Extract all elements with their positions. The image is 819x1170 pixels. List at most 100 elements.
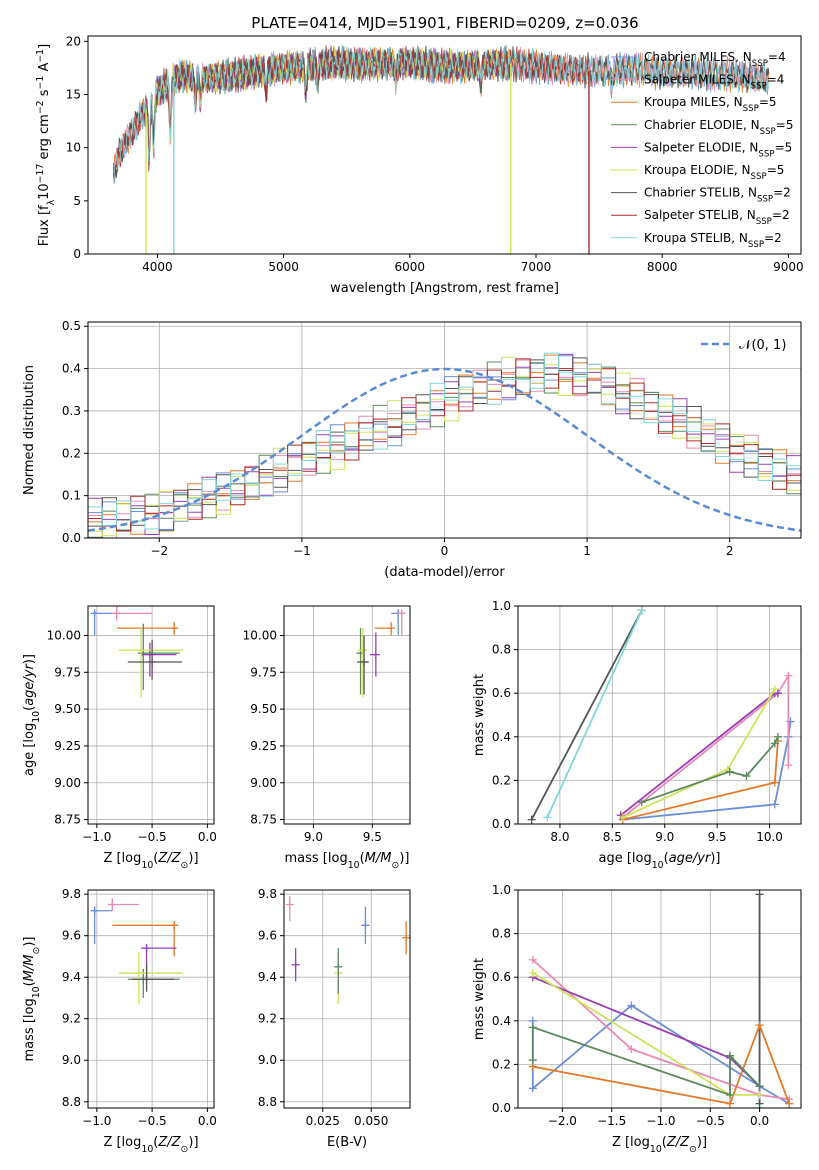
data-point (134, 969, 143, 978)
y-tick-label: 9.50 (250, 702, 277, 716)
plot-area (88, 352, 801, 538)
x-tick-label: −0.5 (138, 1114, 167, 1128)
weight-marker (785, 1099, 794, 1108)
weight-marker (726, 1099, 735, 1108)
y-tick-label: 9.6 (62, 929, 81, 943)
legend-label: Chabrier MILES, NSSP=4 (644, 50, 786, 69)
y-tick-label: 0.6 (492, 686, 511, 700)
y-tick-label: 9.4 (258, 970, 277, 984)
x-tick-label: −1.0 (82, 830, 111, 844)
y-axis-label: Normed distribution (22, 365, 37, 495)
weight-line (546, 610, 643, 818)
y-axis-label: mass weight (472, 674, 487, 756)
weight-line (531, 1026, 761, 1097)
y-tick-label: 0.0 (492, 1101, 511, 1115)
data-point (142, 944, 151, 953)
plot-area (356, 609, 406, 698)
figure-title: PLATE=0414, MJD=51901, FIBERID=0209, z=0… (251, 14, 638, 32)
weight-marker (528, 968, 537, 977)
x-axis-label: wavelength [Angstrom, rest frame] (330, 281, 559, 296)
y-tick-label: 9.50 (54, 702, 81, 716)
plot-area (285, 896, 410, 1005)
weight-marker (627, 1045, 636, 1054)
y-tick-label: 5 (73, 194, 81, 208)
axes-frame (517, 889, 802, 1109)
legend-label: Kroupa ELODIE, NSSP=5 (644, 163, 784, 182)
y-tick-label: 0.6 (492, 970, 511, 984)
data-point (142, 975, 151, 984)
x-axis-label: mass [log10(M/M⊙)] (285, 851, 410, 871)
y-axis-label: mass [log10(M/M⊙)] (22, 937, 42, 1062)
y-tick-label: 0.4 (492, 730, 511, 744)
y-tick-label: 0.4 (62, 362, 81, 376)
legend-label: Chabrier STELIB, NSSP=2 (644, 186, 791, 205)
y-tick-label: 15 (66, 87, 81, 101)
legend-label: Salpeter STELIB, NSSP=2 (644, 208, 790, 227)
data-point (137, 646, 146, 655)
mass-vs-extinction-panel: 0.025 0.050 8.8 9.0 9.2 9.4 9.6 9.8 E(B-V) (258, 887, 411, 1150)
y-tick-label: 0.1 (62, 489, 81, 503)
x-tick-label: 10.0 (756, 830, 783, 844)
x-tick-label: 2 (726, 544, 734, 558)
y-tick-label: 1.0 (492, 599, 511, 613)
y-tick-label: 0 (73, 247, 81, 261)
y-axis-label: mass weight (472, 958, 487, 1040)
weight-marker (637, 606, 646, 615)
x-axis-label: age [log10(age/yr)] (598, 851, 720, 871)
plot-area (90, 898, 184, 1005)
weight-marker (770, 739, 779, 748)
data-point (291, 960, 300, 969)
spectrum-line (112, 44, 770, 184)
weight-marker (755, 1021, 764, 1030)
weight-marker (725, 767, 734, 776)
y-tick-label: 0.0 (62, 531, 81, 545)
y-tick-label: 9.75 (54, 665, 81, 679)
y-tick-label: 8.75 (54, 813, 81, 827)
y-tick-label: 1.0 (492, 883, 511, 897)
weight-marker (742, 772, 751, 781)
age-vs-mass-panel: 9.0 9.5 8.75 9.00 9.25 9.50 9.75 10.00 mass [log… (243, 605, 411, 871)
y-axis-label: Flux [fλ10−17 erg cm−2 s−1 A−1] (35, 44, 57, 246)
data-point (90, 906, 99, 915)
weight-marker (755, 1090, 764, 1099)
weight-marker (726, 1051, 735, 1060)
x-tick-label: 4000 (142, 260, 173, 274)
axes-frame (283, 889, 411, 1109)
x-tick-label: 8.0 (550, 830, 569, 844)
x-tick-label: 9.0 (304, 830, 323, 844)
residual-histogram (88, 352, 801, 538)
spectrum-panel: Chabrier MILES, NSSP=4 Salpeter MILES, NS… (35, 34, 804, 296)
data-point (112, 609, 121, 618)
y-tick-label: 9.8 (62, 887, 81, 901)
mass-weight-vs-age-panel: 8.0 8.5 9.0 9.5 10.0 0.0 0.2 0.4 0.6 0.8 1.0 age [l… (472, 599, 802, 871)
legend-label: Chabrier ELODIE, NSSP=5 (644, 118, 793, 137)
weight-marker (784, 671, 793, 680)
y-tick-label: 0.3 (62, 404, 81, 418)
y-tick-label: 0.8 (492, 643, 511, 657)
y-tick-label: 8.8 (258, 1095, 277, 1109)
data-point (371, 650, 380, 659)
weight-marker (543, 813, 552, 822)
x-tick-label: −1.0 (82, 1114, 111, 1128)
residual-histogram (88, 358, 801, 538)
x-tick-label: 0.0 (198, 830, 217, 844)
x-tick-label: 7000 (521, 260, 552, 274)
data-point (285, 900, 294, 909)
weight-line (622, 672, 790, 819)
x-tick-label: −1.5 (597, 1114, 626, 1128)
data-point (108, 900, 117, 909)
y-tick-label: 9.25 (250, 739, 277, 753)
x-tick-label: 9.5 (363, 830, 382, 844)
data-point (358, 646, 367, 655)
data-point (360, 657, 369, 666)
x-axis-label: (data-model)/error (384, 565, 505, 580)
x-tick-label: 6000 (395, 260, 426, 274)
y-tick-label: 9.0 (62, 1053, 81, 1067)
data-point (90, 609, 99, 618)
weight-marker (528, 1056, 537, 1065)
data-point (170, 624, 179, 633)
axes-frame (87, 35, 802, 255)
weight-marker (627, 1001, 636, 1010)
x-axis-label: E(B-V) (327, 1135, 367, 1150)
weight-marker (528, 955, 537, 964)
